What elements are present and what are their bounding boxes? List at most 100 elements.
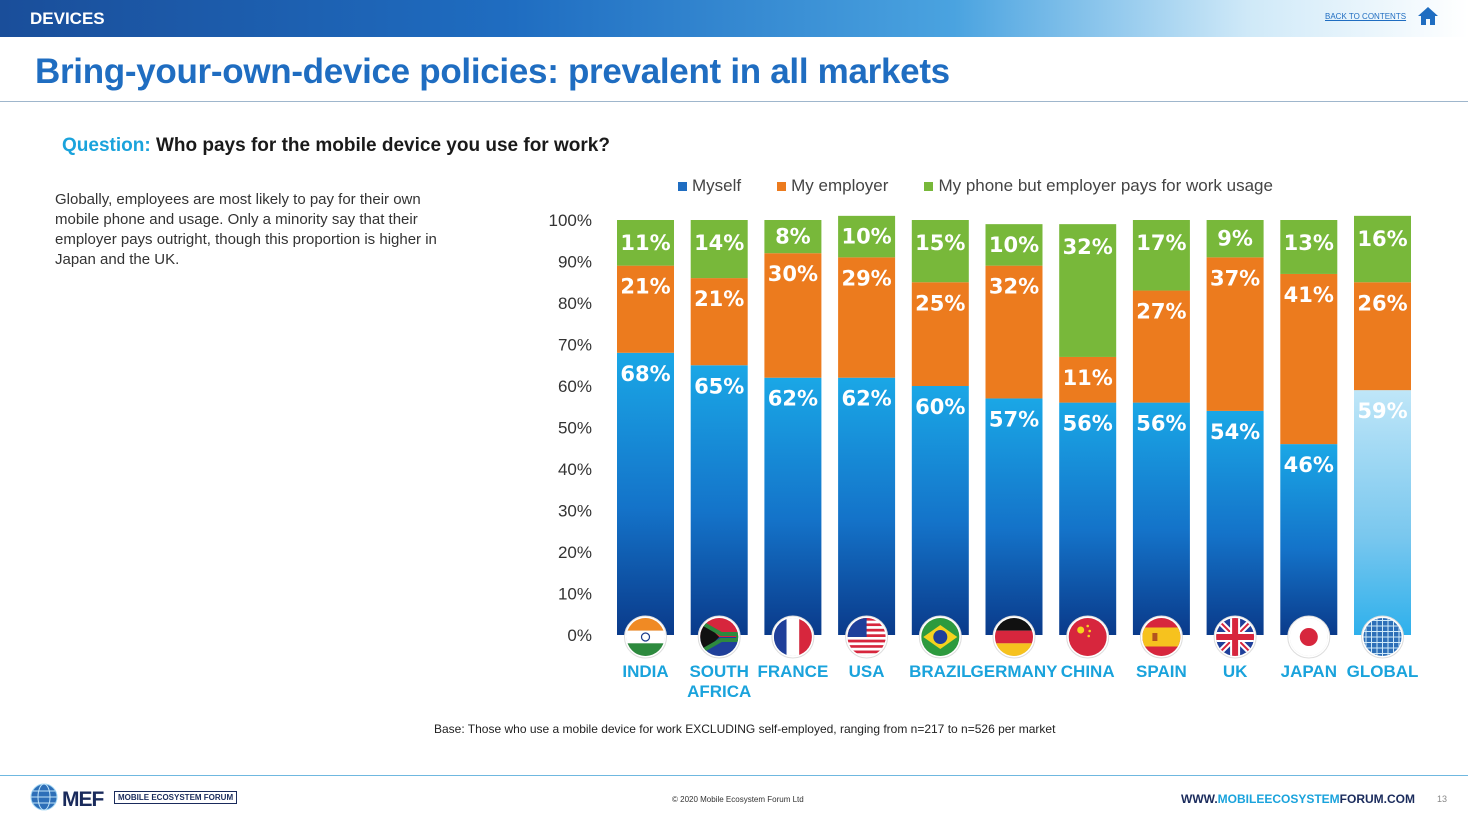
data-label-myself: 57% — [989, 407, 1039, 431]
x-tick-label: AFRICA — [687, 682, 751, 701]
x-tick-label: GLOBAL — [1347, 662, 1419, 681]
data-label-myself: 46% — [1284, 453, 1334, 477]
website-link[interactable]: WWW.MOBILEECOSYSTEMFORUM.COM — [1181, 792, 1415, 806]
bar-work-usage-germany — [985, 224, 1043, 266]
home-icon[interactable] — [1417, 6, 1439, 26]
question: Question: Who pays for the mobile device… — [62, 135, 610, 157]
base-note: Base: Those who use a mobile device for … — [434, 722, 1056, 736]
footer-brand: MEF — [62, 788, 104, 811]
data-label-work-usage: 10% — [989, 233, 1039, 257]
summary-text: Globally, employees are most likely to p… — [55, 191, 437, 268]
bar-myself-global — [1354, 390, 1411, 635]
y-tick-label: 10% — [558, 585, 592, 604]
data-label-myself: 62% — [841, 387, 891, 411]
page-title: Bring-your-own-device policies: prevalen… — [35, 52, 950, 91]
bar-employer-usa — [838, 257, 896, 378]
x-tick-label: INDIA — [622, 662, 668, 681]
legend-item-myself: Myself — [678, 176, 741, 196]
back-to-contents-link[interactable]: BACK TO CONTENTS — [1325, 12, 1407, 21]
bar-myself-uk — [1206, 410, 1264, 635]
legend-swatch-employer — [777, 181, 787, 191]
data-label-work-usage: 14% — [694, 231, 744, 255]
y-tick-label: 90% — [558, 253, 592, 272]
data-label-employer: 29% — [841, 266, 891, 290]
data-label-employer: 27% — [1136, 300, 1186, 324]
bar-employer-india — [617, 265, 674, 353]
flag-icon-spain — [1139, 615, 1183, 659]
x-tick-label: UK — [1223, 662, 1248, 681]
website-suffix: FORUM.COM — [1339, 792, 1415, 806]
data-label-employer: 11% — [1063, 366, 1113, 390]
bar-work-usage-india — [617, 220, 674, 266]
data-label-employer: 26% — [1357, 291, 1407, 315]
footer-tagline: MOBILE ECOSYSTEM FORUM — [114, 791, 238, 804]
legend-item-work-usage: My phone but employer pays for work usag… — [924, 176, 1273, 196]
bar-work-usage-usa — [838, 215, 896, 258]
data-label-myself: 59% — [1357, 399, 1407, 423]
footer-divider — [0, 775, 1468, 776]
bar-employer-brazil — [911, 282, 969, 386]
data-label-myself: 62% — [768, 387, 818, 411]
x-tick-label: JAPAN — [1281, 662, 1337, 681]
y-tick-label: 50% — [558, 419, 592, 438]
x-tick-label: GERMANY — [971, 662, 1059, 681]
bar-employer-france — [764, 253, 822, 378]
question-label: Question: — [62, 135, 151, 156]
x-tick-label: SOUTH — [689, 662, 749, 681]
data-label-employer: 21% — [694, 287, 744, 311]
bar-work-usage-global — [1354, 215, 1411, 283]
page-number: 13 — [1437, 794, 1448, 804]
bar-employer-japan — [1280, 273, 1338, 445]
y-tick-label: 20% — [558, 543, 592, 562]
data-label-employer: 32% — [989, 275, 1039, 299]
data-label-myself: 56% — [1063, 412, 1113, 436]
y-tick-label: 70% — [558, 336, 592, 355]
y-tick-label: 80% — [558, 294, 592, 313]
data-label-myself: 56% — [1136, 412, 1186, 436]
bar-work-usage-france — [764, 220, 822, 254]
flag-icon-france — [771, 615, 815, 659]
bar-work-usage-south-africa — [690, 220, 748, 279]
bar-myself-japan — [1280, 444, 1338, 635]
flag-icon-brazil — [918, 615, 962, 659]
bar-work-usage-brazil — [911, 220, 969, 283]
data-label-work-usage: 32% — [1063, 235, 1113, 259]
x-tick-label: USA — [849, 662, 885, 681]
website-prefix: WWW. — [1181, 792, 1218, 806]
data-label-work-usage: 10% — [841, 225, 891, 249]
x-tick-label: SPAIN — [1136, 662, 1187, 681]
bar-myself-usa — [838, 377, 896, 635]
flag-icon-south-africa — [697, 615, 741, 659]
legend-label-employer: My employer — [791, 176, 889, 195]
y-tick-label: 40% — [558, 460, 592, 479]
bar-work-usage-uk — [1206, 220, 1264, 258]
legend-label-work-usage: My phone but employer pays for work usag… — [938, 176, 1273, 195]
website-highlight: MOBILEECOSYSTEM — [1217, 792, 1340, 806]
bars: 68% 21% 11% 65% 21% 14% 62% 30% 8% 62% 29% 10% 60% 25… — [617, 215, 1411, 635]
data-label-employer: 21% — [620, 275, 670, 299]
x-tick-label: CHINA — [1061, 662, 1115, 681]
x-tick-label: BRAZIL — [909, 662, 971, 681]
section-label: DEVICES — [30, 9, 105, 28]
bar-myself-china — [1059, 402, 1117, 635]
flag-icon-global — [1361, 615, 1404, 659]
globe-logo-icon — [30, 783, 58, 811]
country-flags — [624, 615, 1404, 659]
data-label-employer: 25% — [915, 291, 965, 315]
data-label-work-usage: 16% — [1357, 227, 1407, 251]
legend-swatch-work-usage — [924, 181, 934, 191]
bar-myself-brazil — [911, 386, 969, 635]
data-label-myself: 68% — [620, 362, 670, 386]
y-tick-label: 30% — [558, 502, 592, 521]
flag-icon-china — [1066, 615, 1110, 659]
question-text: Who pays for the mobile device you use f… — [155, 135, 610, 156]
stacked-bar-chart: 0% 10% 20% 30% 40% 50% 60% 70% 80% 90% 100% 68% 21%… — [549, 211, 1419, 701]
flag-icon-japan — [1287, 615, 1331, 659]
bar-myself-spain — [1132, 402, 1190, 635]
header-bar: DEVICES BACK TO CONTENTS — [0, 0, 1468, 37]
data-label-work-usage: 9% — [1217, 227, 1253, 251]
bar-myself-france — [764, 377, 822, 635]
flag-icon-uk — [1213, 615, 1257, 659]
data-label-work-usage: 8% — [775, 225, 811, 249]
title-divider — [0, 101, 1468, 102]
